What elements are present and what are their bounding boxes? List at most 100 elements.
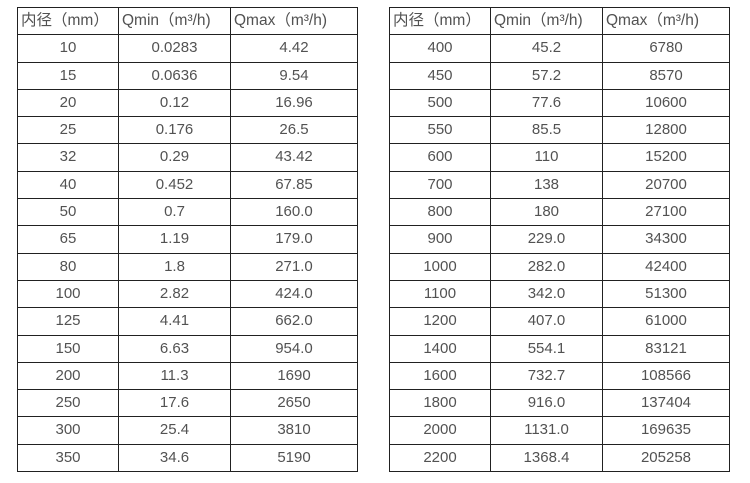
table-row: 450 57.2 8570 — [389, 61, 730, 90]
table-cell: 61000 — [602, 307, 730, 336]
table-cell: 8570 — [602, 61, 730, 90]
table-cell: 407.0 — [490, 307, 603, 336]
table-row: 10 0.0283 4.42 — [17, 34, 358, 63]
column-header-qmin: Qmin（m³/h) — [490, 6, 603, 36]
table-body: 400 45.2 6780 450 57.2 8570 500 77.6 10600 550 85.… — [389, 34, 730, 473]
table-cell: 0.0283 — [118, 34, 231, 63]
table-cell: 954.0 — [230, 334, 358, 363]
table-cell: 11.3 — [118, 361, 231, 391]
table-cell: 1200 — [389, 307, 491, 336]
table-cell: 12800 — [602, 116, 730, 145]
table-cell: 916.0 — [490, 389, 603, 418]
table-cell: 600 — [389, 143, 491, 172]
table-row: 1600 732.7 108566 — [389, 361, 730, 391]
column-header-qmax: Qmax（m³/h) — [602, 6, 730, 36]
flow-table-large-diameters: 内径（mm） Qmin（m³/h) Qmax（m³/h) 400 45.2 6780… — [389, 6, 730, 473]
table-cell: 450 — [389, 61, 491, 90]
table-row: 1000 282.0 42400 — [389, 252, 730, 281]
table-cell: 800 — [389, 198, 491, 227]
table-cell: 65 — [17, 225, 119, 254]
table-cell: 100 — [17, 279, 119, 309]
table-row: 25 0.176 26.5 — [17, 116, 358, 145]
table-cell: 180 — [490, 198, 603, 227]
table-row: 800 180 27100 — [389, 198, 730, 227]
table-cell: 34.6 — [118, 443, 231, 473]
column-header-qmax: Qmax（m³/h) — [230, 6, 358, 36]
table-cell: 57.2 — [490, 61, 603, 90]
table-cell: 900 — [389, 225, 491, 254]
table-cell: 40 — [17, 170, 119, 200]
table-cell: 51300 — [602, 279, 730, 309]
table-row: 100 2.82 424.0 — [17, 279, 358, 309]
table-cell: 108566 — [602, 361, 730, 391]
table-cell: 45.2 — [490, 34, 603, 63]
table-cell: 50 — [17, 198, 119, 227]
table-cell: 4.41 — [118, 307, 231, 336]
table-cell: 20700 — [602, 170, 730, 200]
table-row: 200 11.3 1690 — [17, 361, 358, 391]
table-cell: 554.1 — [490, 334, 603, 363]
column-header-diameter: 内径（mm） — [389, 6, 491, 36]
table-cell: 300 — [17, 416, 119, 445]
table-cell: 2200 — [389, 443, 491, 473]
table-cell: 200 — [17, 361, 119, 391]
table-cell: 0.12 — [118, 88, 231, 118]
table-cell: 271.0 — [230, 252, 358, 281]
table-cell: 1.19 — [118, 225, 231, 254]
table-cell: 25.4 — [118, 416, 231, 445]
table-cell: 137404 — [602, 389, 730, 418]
table-row: 20 0.12 16.96 — [17, 88, 358, 118]
table-cell: 3810 — [230, 416, 358, 445]
table-cell: 662.0 — [230, 307, 358, 336]
table-cell: 1.8 — [118, 252, 231, 281]
table-cell: 2.82 — [118, 279, 231, 309]
table-cell: 6780 — [602, 34, 730, 63]
table-cell: 400 — [389, 34, 491, 63]
table-cell: 10 — [17, 34, 119, 63]
table-cell: 0.29 — [118, 143, 231, 172]
table-row: 250 17.6 2650 — [17, 389, 358, 418]
table-cell: 424.0 — [230, 279, 358, 309]
table-cell: 282.0 — [490, 252, 603, 281]
table-cell: 110 — [490, 143, 603, 172]
table-cell: 150 — [17, 334, 119, 363]
table-cell: 550 — [389, 116, 491, 145]
table-cell: 16.96 — [230, 88, 358, 118]
table-cell: 138 — [490, 170, 603, 200]
table-cell: 342.0 — [490, 279, 603, 309]
table-row: 125 4.41 662.0 — [17, 307, 358, 336]
table-body: 10 0.0283 4.42 15 0.0636 9.54 20 0.12 16.96 25 0.1… — [17, 34, 358, 473]
table-row: 15 0.0636 9.54 — [17, 61, 358, 90]
table-cell: 43.42 — [230, 143, 358, 172]
table-cell: 9.54 — [230, 61, 358, 90]
table-cell: 0.0636 — [118, 61, 231, 90]
table-cell: 1100 — [389, 279, 491, 309]
table-cell: 77.6 — [490, 88, 603, 118]
table-cell: 5190 — [230, 443, 358, 473]
table-header-row: 内径（mm） Qmin（m³/h) Qmax（m³/h) — [17, 6, 358, 36]
table-row: 300 25.4 3810 — [17, 416, 358, 445]
table-cell: 4.42 — [230, 34, 358, 63]
table-header-row: 内径（mm） Qmin（m³/h) Qmax（m³/h) — [389, 6, 730, 36]
table-cell: 0.176 — [118, 116, 231, 145]
table-cell: 32 — [17, 143, 119, 172]
table-cell: 1800 — [389, 389, 491, 418]
table-cell: 350 — [17, 443, 119, 473]
table-cell: 42400 — [602, 252, 730, 281]
table-row: 1400 554.1 83121 — [389, 334, 730, 363]
table-cell: 25 — [17, 116, 119, 145]
table-cell: 20 — [17, 88, 119, 118]
table-cell: 0.7 — [118, 198, 231, 227]
table-row: 1800 916.0 137404 — [389, 389, 730, 418]
table-cell: 125 — [17, 307, 119, 336]
column-header-qmin: Qmin（m³/h) — [118, 6, 231, 36]
table-row: 1200 407.0 61000 — [389, 307, 730, 336]
table-cell: 83121 — [602, 334, 730, 363]
table-cell: 250 — [17, 389, 119, 418]
table-cell: 1600 — [389, 361, 491, 391]
table-cell: 205258 — [602, 443, 730, 473]
table-row: 400 45.2 6780 — [389, 34, 730, 63]
table-row: 350 34.6 5190 — [17, 443, 358, 473]
table-row: 150 6.63 954.0 — [17, 334, 358, 363]
table-row: 50 0.7 160.0 — [17, 198, 358, 227]
